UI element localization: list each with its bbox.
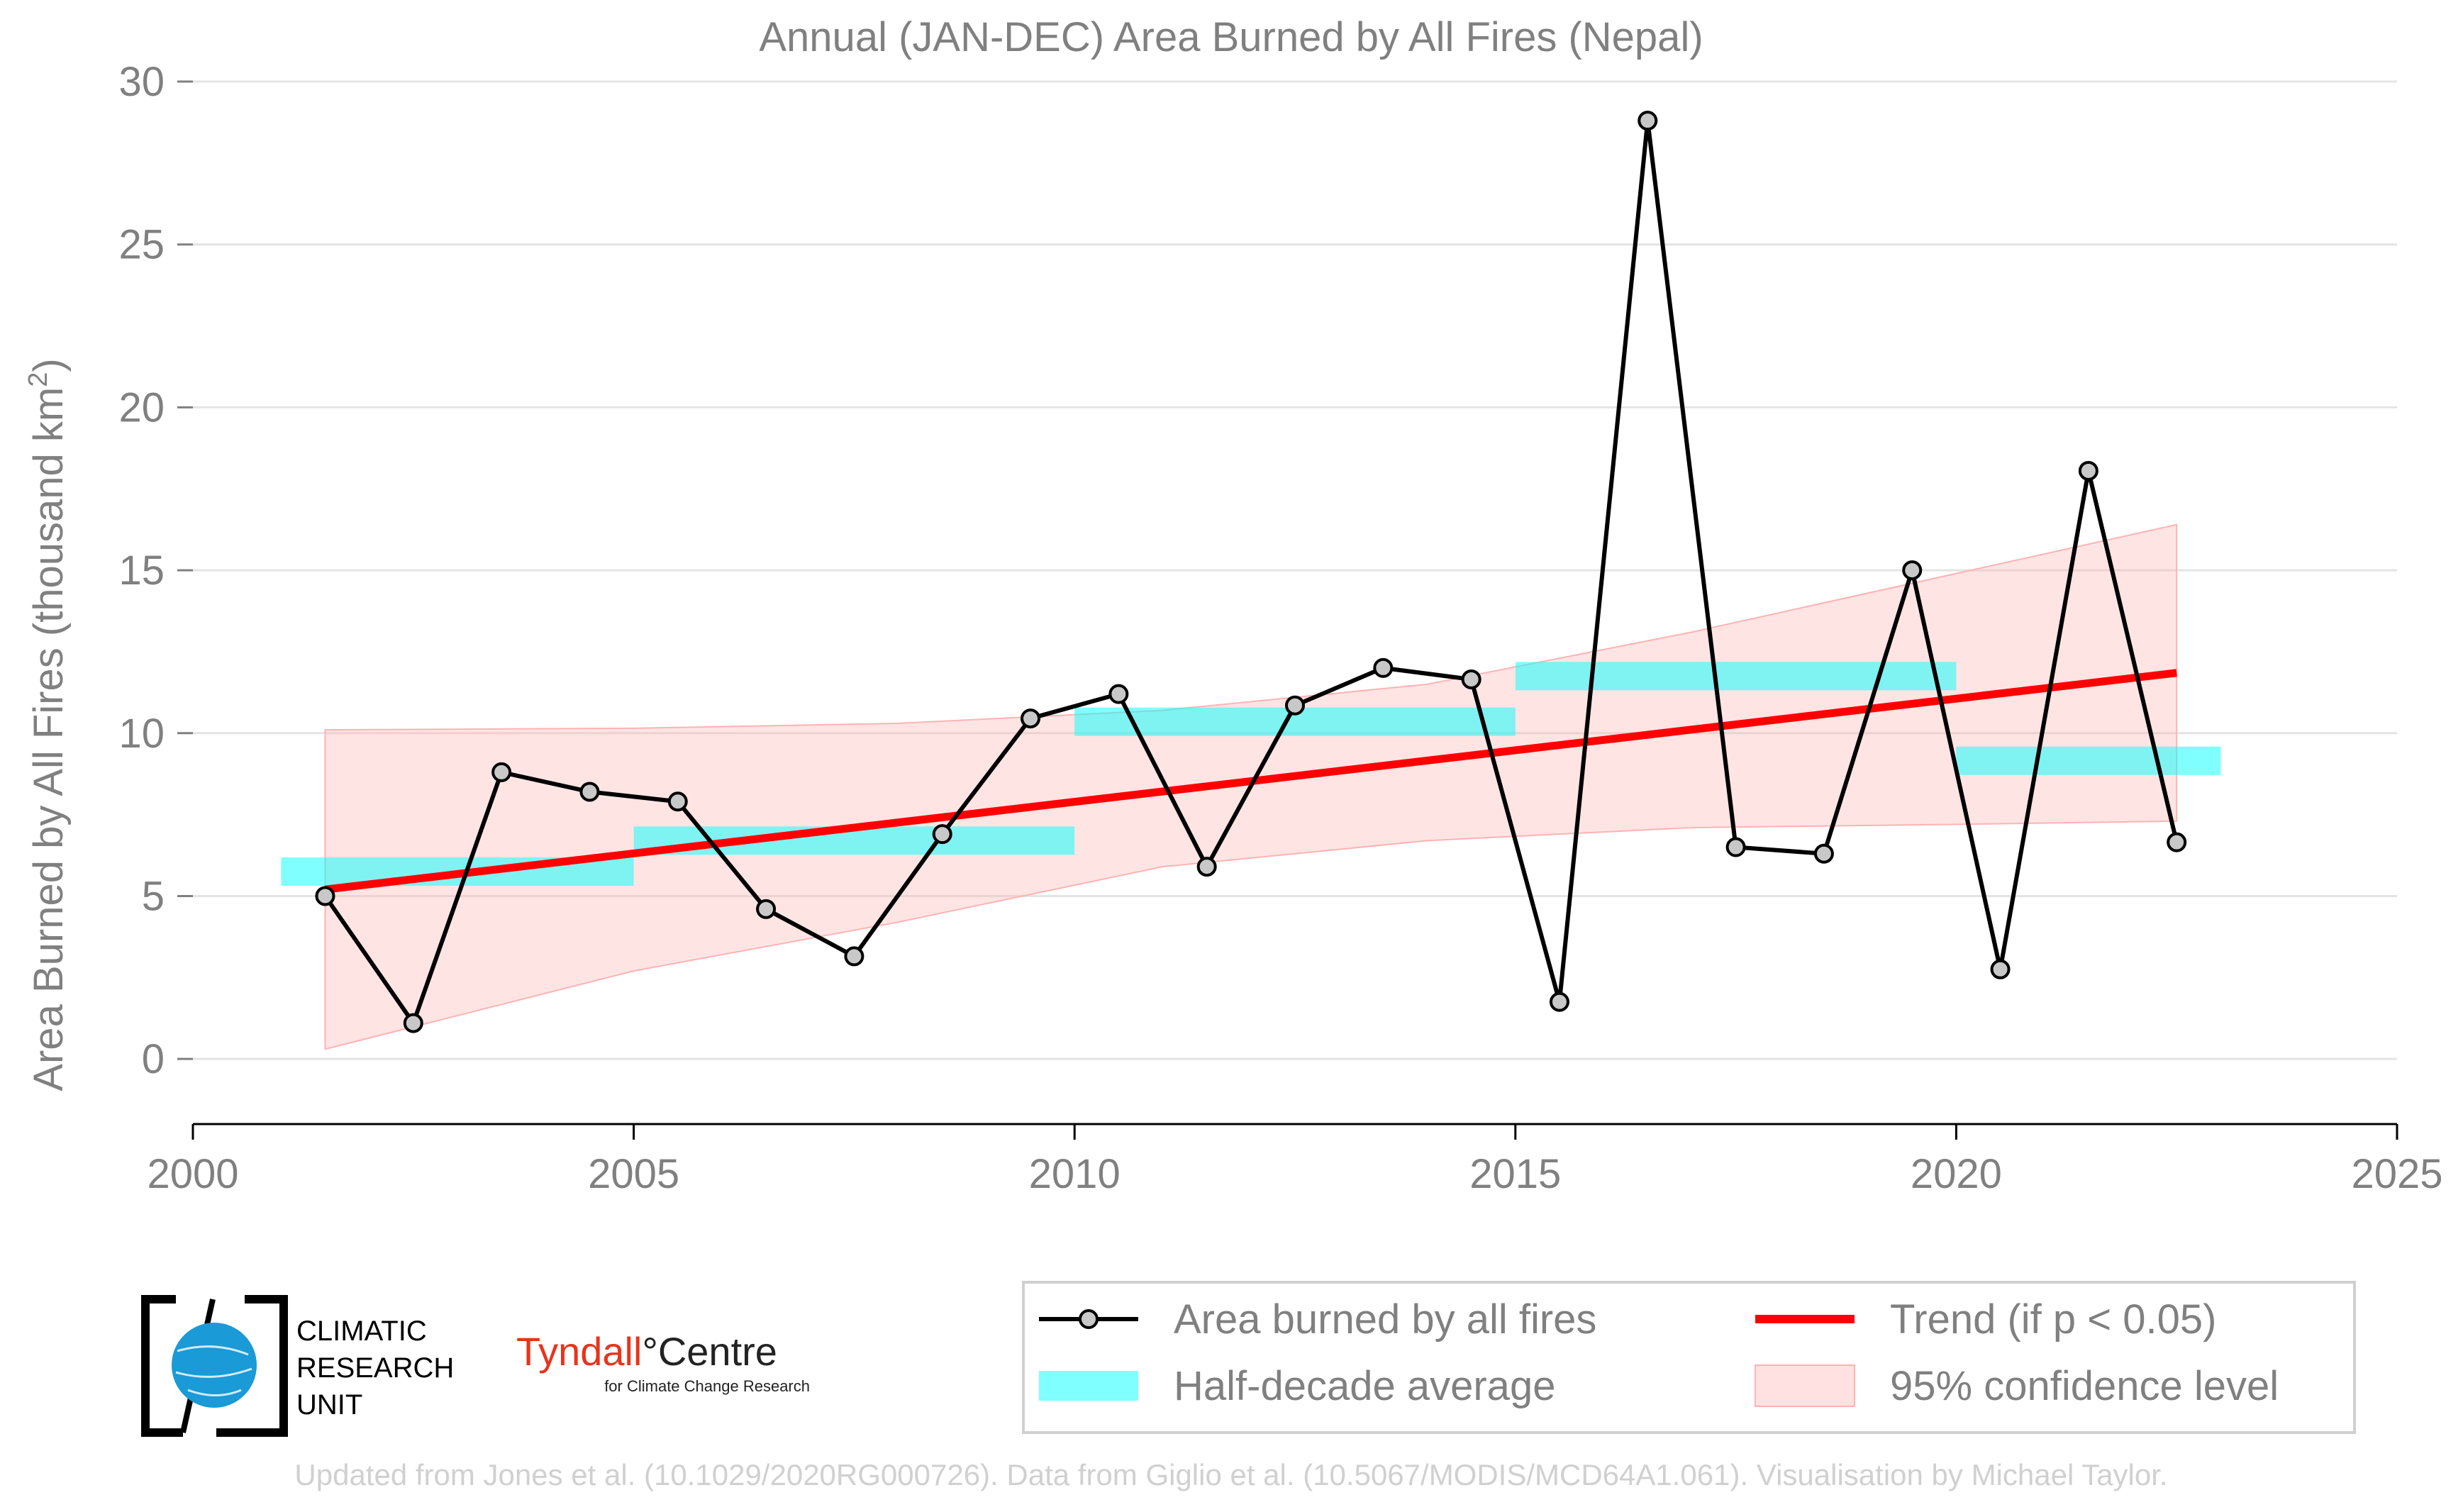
area-burned-point-7 [932, 824, 952, 845]
legend: Area burned by all fires Trend (if p < 0… [1022, 1281, 2356, 1434]
area-burned-point-3 [579, 782, 600, 802]
area-burned-point-21 [2167, 832, 2187, 852]
x-tick-label-2005: 2005 [588, 1151, 679, 1197]
x-tick-label-2010: 2010 [1029, 1151, 1121, 1197]
area-burned-point-2 [491, 762, 512, 782]
area-burned-point-6 [844, 946, 864, 967]
area-burned-point-9 [1108, 684, 1129, 704]
series-layer [315, 111, 2187, 1033]
y-tick-label-10: 10 [118, 711, 165, 757]
legend-swatch-confidence [1755, 1364, 1855, 1407]
area-burned-point-15 [1638, 111, 1658, 131]
area-burned-point-4 [667, 791, 688, 812]
half-decade-bar-3 [1515, 662, 1957, 691]
y-tick-label-25: 25 [118, 222, 165, 268]
area-burned-point-14 [1549, 991, 1569, 1012]
area-burned-point-0 [315, 886, 335, 906]
x-tick-label-2000: 2000 [147, 1151, 238, 1197]
tyndall-logo: Tyndall°Centre for Climate Change Resear… [516, 1329, 810, 1395]
legend-label-half-decade: Half-decade average [1174, 1363, 1555, 1409]
cru-logo-bracket [141, 1295, 288, 1437]
tyndall-subtitle: for Climate Change Research [604, 1377, 810, 1395]
legend-swatch-half-decade [1039, 1371, 1138, 1401]
legend-marker-area-burned [1079, 1309, 1099, 1329]
credit-line: Updated from Jones et al. (10.1029/2020R… [294, 1458, 2167, 1491]
half-decade-bar-4 [1956, 746, 2221, 775]
legend-box [1022, 1281, 2356, 1434]
area-burned-point-18 [1902, 560, 1923, 581]
area-burned-point-11 [1285, 695, 1305, 716]
globe-icon [172, 1323, 257, 1408]
legend-label-confidence: 95% confidence level [1890, 1363, 2279, 1409]
area-burned-line [323, 118, 2179, 1025]
y-tick-label-30: 30 [118, 59, 165, 105]
x-tick-label-2025: 2025 [2351, 1151, 2442, 1197]
area-burned-point-16 [1725, 837, 1746, 857]
area-burned-point-8 [1021, 708, 1041, 729]
cru-logo: CLIMATIC RESEARCH UNIT [141, 1295, 454, 1437]
area-burned-point-17 [1813, 843, 1834, 864]
area-burned-point-10 [1196, 857, 1217, 877]
area-burned-point-1 [403, 1013, 423, 1033]
cru-logo-text-1: CLIMATIC [296, 1316, 427, 1347]
cru-logo-text-3: UNIT [296, 1389, 362, 1421]
chart-title: Annual (JAN-DEC) Area Burned by All Fire… [759, 14, 1703, 60]
legend-label-trend: Trend (if p < 0.05) [1890, 1296, 2216, 1343]
area-burned-point-12 [1373, 657, 1394, 678]
y-tick-label-20: 20 [118, 384, 165, 430]
cru-logo-text-2: RESEARCH [296, 1352, 454, 1384]
x-tick-label-2020: 2020 [1911, 1151, 2002, 1197]
area-burned-point-20 [2078, 460, 2098, 481]
area-burned-point-13 [1461, 669, 1481, 689]
x-tick-label-2015: 2015 [1469, 1151, 1561, 1197]
y-axis-label: Area Burned by All Fires (thousand km2) [23, 358, 72, 1091]
y-tick-label-15: 15 [118, 547, 165, 594]
legend-label-area-burned: Area burned by all fires [1174, 1296, 1596, 1343]
area-burned-point-5 [756, 899, 777, 919]
svg-text:Tyndall°Centre: Tyndall°Centre [516, 1329, 777, 1374]
y-tick-label-5: 5 [142, 873, 165, 919]
y-tick-label-0: 0 [142, 1036, 165, 1082]
area-burned-point-19 [1990, 959, 2011, 979]
